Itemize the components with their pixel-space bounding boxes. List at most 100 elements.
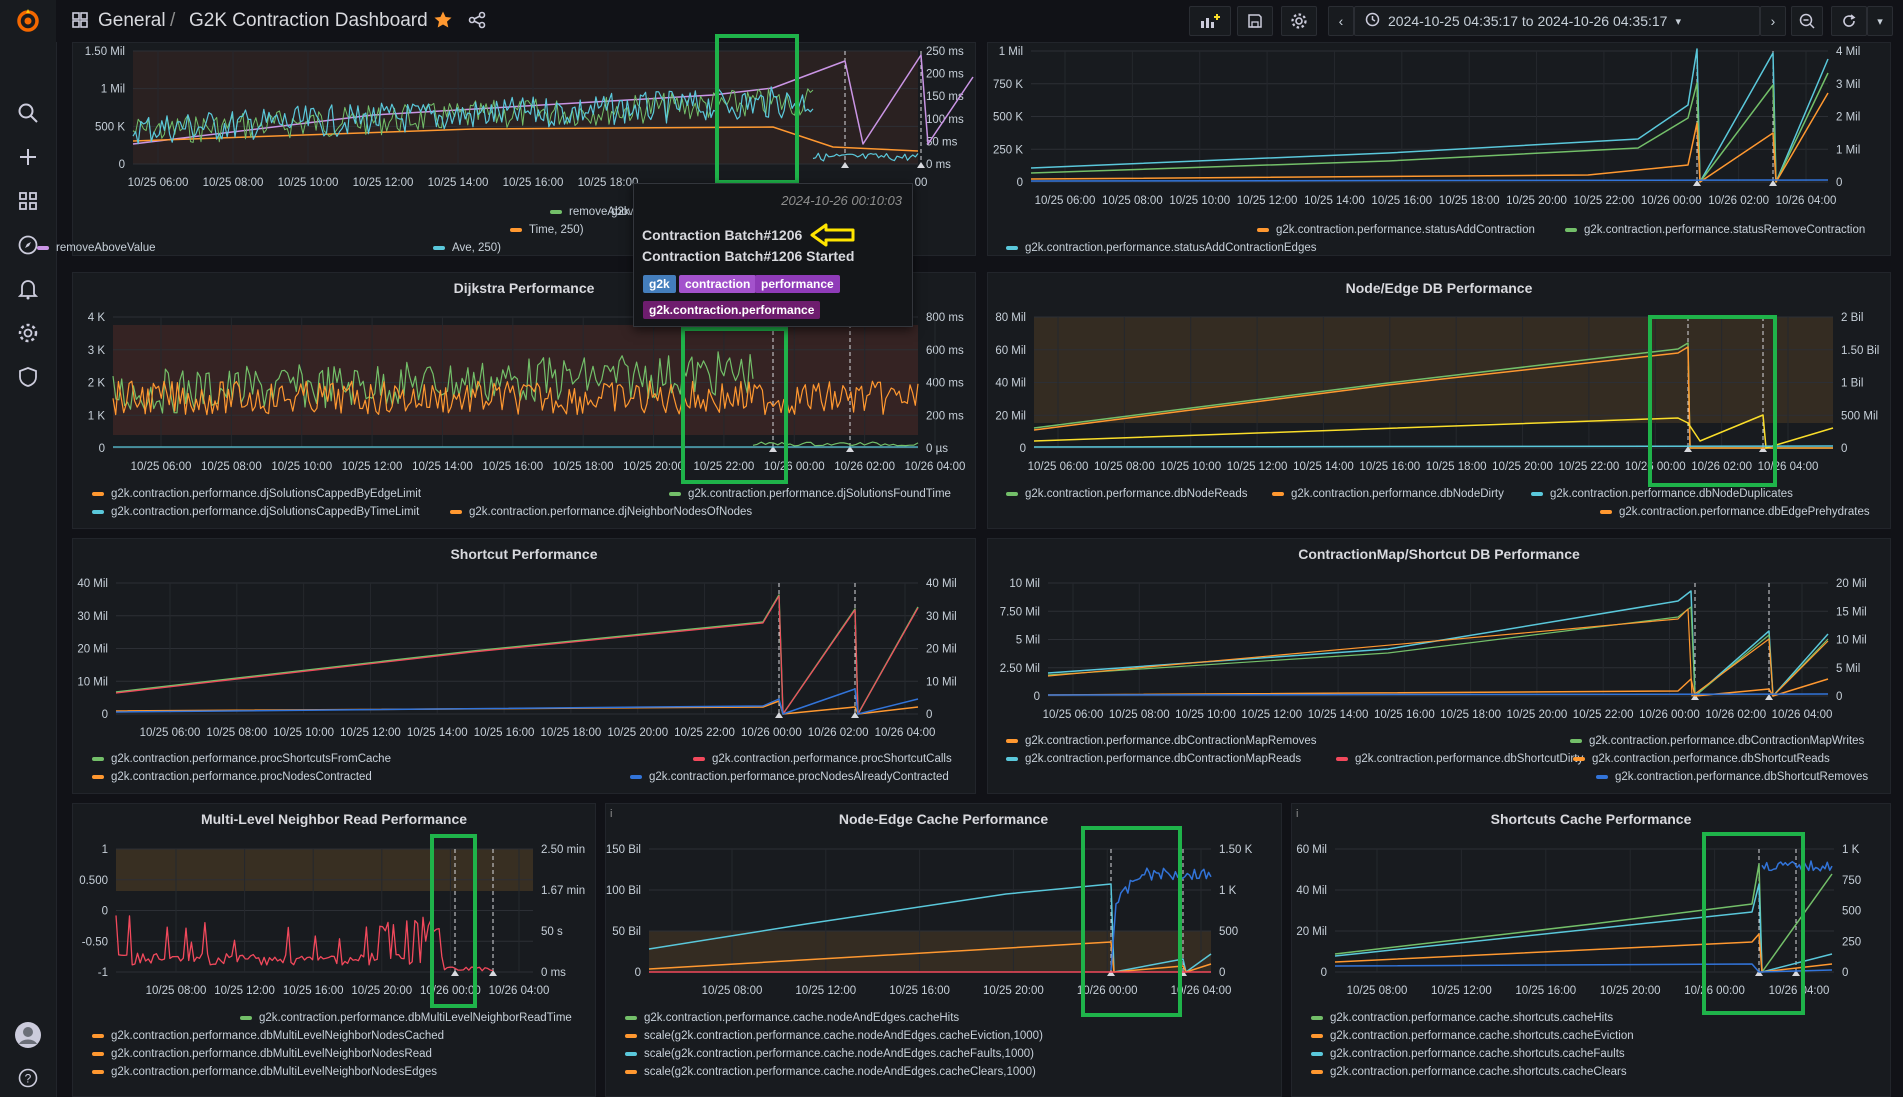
legend-item[interactable]: g2k.contraction.performance.djSolutionsC…	[92, 506, 419, 518]
configuration-gear-icon[interactable]	[14, 319, 42, 347]
user-avatar[interactable]	[14, 1021, 42, 1049]
y-tick-label: 20 Mil	[1836, 578, 1867, 590]
save-dashboard-button[interactable]	[1237, 6, 1273, 36]
legend-item[interactable]: removeAboveValue	[37, 242, 156, 254]
legend-item[interactable]: g2k.contraction.performance.cache.shortc…	[1311, 1048, 1625, 1060]
time-back-button[interactable]: ‹	[1328, 6, 1354, 36]
alerting-bell-icon[interactable]	[14, 275, 42, 303]
legend-item[interactable]: g2k.contraction.performance.dbNodeDirty	[1272, 488, 1504, 500]
legend-item[interactable]: g2k.contraction.performance.dbNodeReads	[1006, 488, 1247, 500]
x-tick-label: 10/25 08:00	[206, 727, 267, 739]
legend-item[interactable]: g2k.contraction.performance.dbContractio…	[1006, 753, 1301, 765]
y-tick-label: 40 Mil	[995, 378, 1026, 390]
share-icon[interactable]	[468, 11, 486, 34]
legend-item[interactable]: Time, 250)	[510, 224, 584, 236]
add-panel-button[interactable]	[1189, 6, 1231, 36]
legend-item[interactable]: g2k.contraction.performance.cache.nodeAn…	[625, 1012, 959, 1024]
legend-item[interactable]: g2k.contraction.performance.statusAddCon…	[1257, 224, 1535, 236]
search-icon[interactable]	[14, 99, 42, 127]
panel-title[interactable]: Shortcut Performance	[450, 546, 598, 562]
refresh-interval-dropdown[interactable]: ▾	[1867, 6, 1893, 36]
tag-badge[interactable]: g2k	[643, 275, 676, 293]
tag-badge[interactable]: g2k.contraction.performance	[643, 301, 821, 319]
legend-item[interactable]: scale(g2k.contraction.performance.cache.…	[625, 1066, 1036, 1078]
series-line	[132, 88, 814, 143]
page-title[interactable]: G2K Contraction Dashboard	[189, 10, 428, 31]
legend-item[interactable]: g2k.contraction.performance.dbShortcutRe…	[1573, 753, 1830, 765]
legend-swatch	[1006, 492, 1018, 496]
y-tick-label: 0	[1034, 691, 1040, 703]
legend-item[interactable]: g2k.contraction.performance.dbContractio…	[1570, 735, 1864, 747]
legend-item[interactable]: g2k.contraction.performance.dbShortcutRe…	[1596, 771, 1868, 783]
annotation-marker	[917, 162, 925, 168]
legend-item[interactable]: g2k.contraction.performance.procShortcut…	[693, 753, 952, 765]
legend-item[interactable]: g2k.contraction.performance.statusAddCon…	[1006, 242, 1317, 254]
legend-swatch	[1257, 228, 1269, 232]
panel-title[interactable]: Multi-Level Neighbor Read Performance	[200, 811, 468, 827]
panel-title[interactable]: ContractionMap/Shortcut DB Performance	[1298, 546, 1580, 562]
legend-item[interactable]: g2k.contraction.performance.dbShortcutDi…	[1336, 753, 1583, 765]
legend-item[interactable]: g2k.contraction.performance.djNeighborNo…	[450, 506, 752, 518]
server-admin-shield-icon[interactable]	[14, 363, 42, 391]
refresh-button[interactable]	[1831, 6, 1867, 36]
dashboard-settings-button[interactable]	[1281, 6, 1317, 36]
legend-item[interactable]: g2k.contraction.performance.dbMultiLevel…	[92, 1066, 437, 1078]
legend-item[interactable]: g2k.contraction.performance.procShortcut…	[92, 753, 391, 765]
star-favorite-icon[interactable]	[433, 10, 453, 35]
legend-item[interactable]: g2k.contraction.performance.procNodesAlr…	[630, 771, 949, 783]
create-plus-icon[interactable]	[14, 143, 42, 171]
legend-item[interactable]: g2k.contraction.performance.dbNodeDuplic…	[1531, 488, 1793, 500]
panel-title[interactable]: Shortcuts Cache Performance	[1490, 811, 1692, 827]
chart-node-edge-db-performance[interactable]: 80 Mil 60 Mil 40 Mil 20 Mil 0 2 Bil 1.50 Bil 1 …	[988, 273, 1891, 529]
tag-badge[interactable]: contraction	[679, 275, 757, 293]
legend-item[interactable]: scale(g2k.contraction.performance.cache.…	[625, 1030, 1043, 1042]
legend-item[interactable]: g2k.contraction.performance.statusRemove…	[1565, 224, 1865, 236]
breadcrumb-folder[interactable]: General	[98, 10, 166, 31]
x-tick-label: 10/26 04:00	[1758, 461, 1819, 473]
legend-item[interactable]: g2k.contraction.performance.dbEdgePrehyd…	[1600, 506, 1870, 518]
chart-multi-level-neighbor-read[interactable]: 1 0.500 0 -0.50 -1 2.50 min 1.67 min 50 s 0 ms 10…	[73, 804, 596, 1097]
x-tick-label: 10/26 02:00	[1705, 709, 1766, 721]
legend-item[interactable]: g2k.contraction.performance.djSolutionsF…	[669, 488, 951, 500]
legend-item[interactable]: removeAboveV	[550, 206, 648, 218]
tag-badge[interactable]: performance	[755, 275, 840, 293]
help-icon[interactable]: ?	[14, 1064, 42, 1092]
legend-item[interactable]: g2k.contraction.performance.djSolutionsC…	[92, 488, 421, 500]
legend-item[interactable]: g2k.contraction.performance.procNodesCon…	[92, 771, 372, 783]
explore-compass-icon[interactable]	[14, 231, 42, 259]
info-icon[interactable]: i	[1296, 808, 1299, 820]
legend-item[interactable]: g2k.contraction.performance.cache.shortc…	[1311, 1012, 1613, 1024]
series-line	[1047, 590, 1829, 697]
legend-swatch	[92, 775, 104, 779]
legend-item[interactable]: g2k.contraction.performance.cache.shortc…	[1311, 1066, 1627, 1078]
legend-item[interactable]: Ave, 250)	[433, 242, 501, 254]
x-tick-label: 10/25 08:00	[1347, 985, 1408, 997]
y-tick-label: 80 Mil	[995, 312, 1026, 324]
chart-shortcut-performance[interactable]: 40 Mil 30 Mil 20 Mil 10 Mil 0 40 Mil 30 Mil 20 …	[73, 539, 976, 794]
legend-item[interactable]: scale(g2k.contraction.performance.cache.…	[625, 1048, 1034, 1060]
legend-item[interactable]: g2k.contraction.performance.dbMultiLevel…	[240, 1012, 572, 1024]
yellow-arrow-annotation	[810, 222, 856, 253]
chart-shortcuts-cache-performance[interactable]: 60 Mil 40 Mil 20 Mil 0 1 K 750 500 250 0 10/25 08…	[1292, 804, 1891, 1097]
chart-contraction-status[interactable]: 1 Mil 750 K 500 K 250 K 0 4 Mil 3 Mil 2 Mil 1 Mi…	[988, 43, 1891, 256]
legend-item[interactable]: g2k.contraction.performance.dbMultiLevel…	[92, 1048, 432, 1060]
panel-title[interactable]: Node/Edge DB Performance	[1345, 280, 1533, 296]
time-forward-button[interactable]: ›	[1760, 6, 1786, 36]
zoom-out-button[interactable]	[1791, 6, 1823, 36]
y-tick-label: -0.50	[82, 936, 108, 948]
x-tick-label: 10/25 06:00	[128, 177, 189, 189]
chart-contractionmap-shortcut-db[interactable]: 10 Mil 7.50 Mil 5 Mil 2.50 Mil 0 20 Mil 15 Mil…	[988, 539, 1891, 794]
time-range-picker[interactable]: 2024-10-25 04:35:17 to 2024-10-26 04:35:…	[1354, 6, 1760, 36]
chart-dijkstra-performance[interactable]: 4 K 3 K 2 K 1 K 0 800 ms 600 ms 400 ms 200 ms 0 µ…	[73, 273, 976, 529]
legend-item[interactable]: g2k.contraction.performance.dbContractio…	[1006, 735, 1316, 747]
info-icon[interactable]: i	[610, 808, 613, 820]
panel-title[interactable]: Dijkstra Performance	[453, 280, 595, 296]
panel-title[interactable]: Node-Edge Cache Performance	[838, 811, 1049, 827]
grafana-logo-icon[interactable]	[14, 6, 42, 34]
chart-node-edge-cache-performance[interactable]: 150 Bil 100 Bil 50 Bil 0 1.50 K 1 K 500 0 10/25 …	[606, 804, 1282, 1097]
dashboards-grid-icon[interactable]	[14, 187, 42, 215]
series-line	[752, 441, 919, 447]
legend-item[interactable]: g2k.contraction.performance.dbMultiLevel…	[92, 1030, 444, 1042]
legend-item[interactable]: g2k.contraction.performance.cache.shortc…	[1311, 1030, 1634, 1042]
